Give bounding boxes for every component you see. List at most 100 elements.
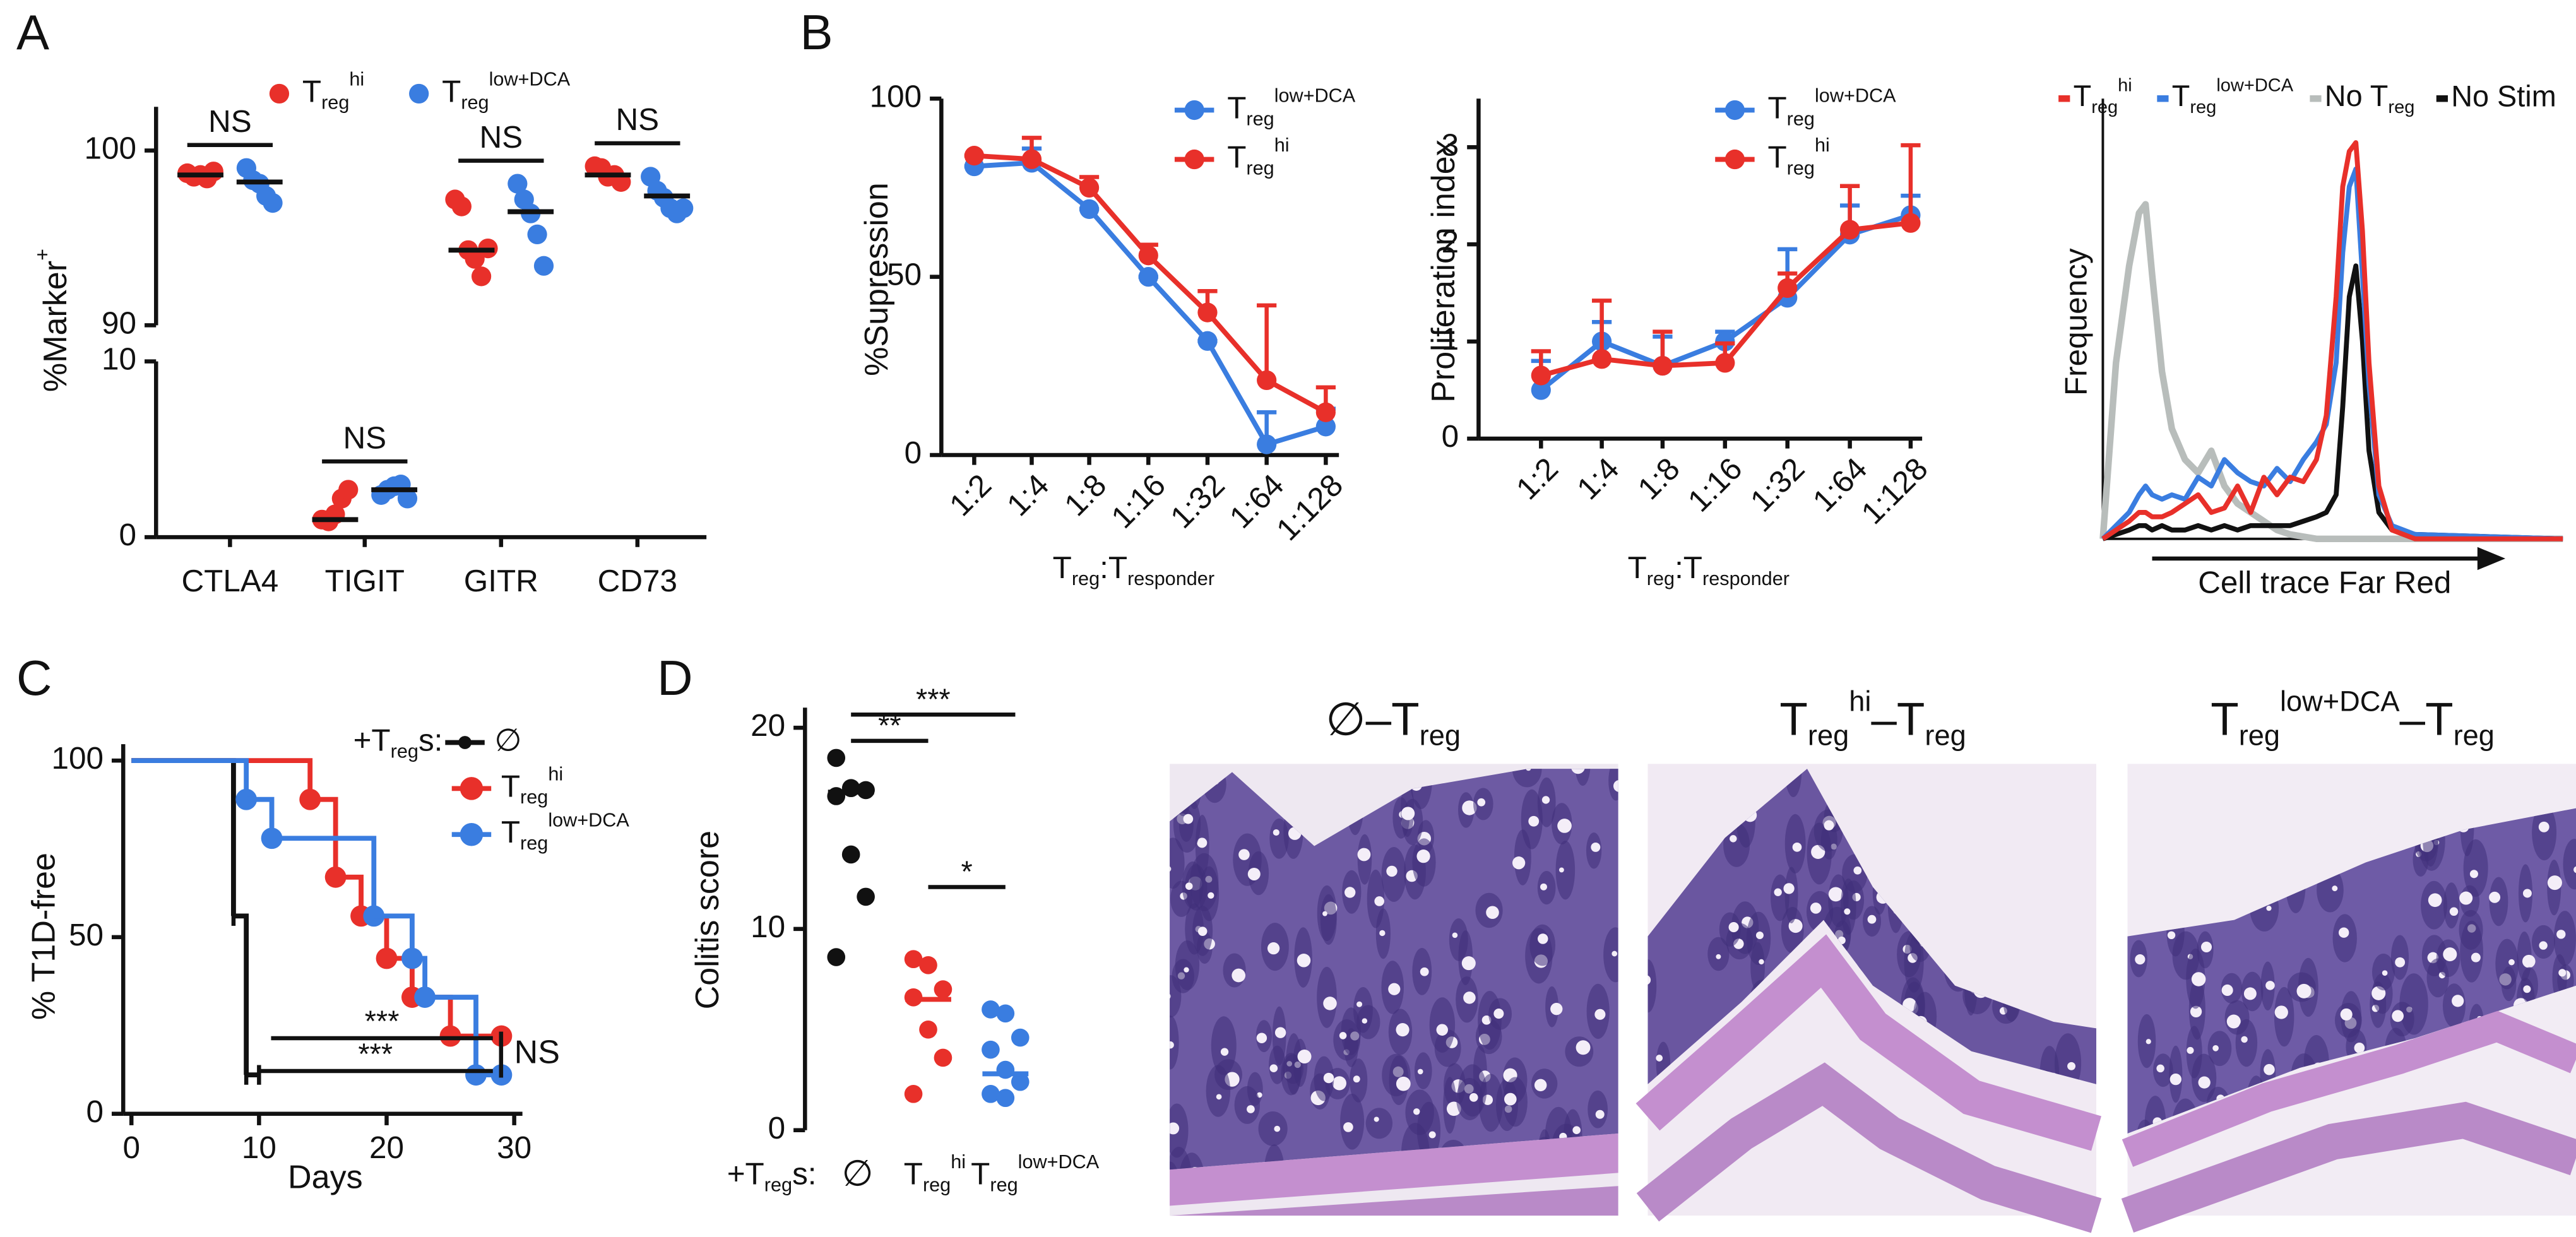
goblet-cell bbox=[1867, 914, 1877, 924]
goblet-cell bbox=[2296, 983, 2312, 998]
goblet-cell bbox=[1374, 1116, 1379, 1122]
goblet-cell bbox=[1477, 798, 1486, 807]
goblet-cell bbox=[1595, 1110, 1605, 1119]
x-tick-label: 1:8 bbox=[1631, 451, 1686, 506]
goblet-cell bbox=[1647, 974, 1651, 985]
y-tick-label: 0 bbox=[768, 1111, 786, 1145]
goblet-cell bbox=[1541, 796, 1550, 804]
goblet-cell bbox=[1810, 903, 1822, 914]
point bbox=[1021, 149, 1042, 169]
y-axis-label: %Marker+ bbox=[31, 249, 74, 392]
annotation: NS bbox=[343, 420, 386, 455]
goblet-cell bbox=[1755, 931, 1764, 939]
x-tick-label: 20 bbox=[369, 1130, 404, 1165]
dot bbox=[919, 956, 937, 974]
goblet-cell bbox=[2190, 1005, 2202, 1018]
step bbox=[425, 995, 478, 1075]
x-axis-label: Days bbox=[288, 1159, 363, 1196]
dot bbox=[982, 1000, 1000, 1019]
text-part: reg bbox=[520, 832, 548, 854]
goblet-cell bbox=[2226, 1014, 2241, 1029]
legend-marker bbox=[460, 823, 484, 846]
goblet-cell bbox=[2522, 889, 2532, 898]
goblet-cell bbox=[2265, 981, 2275, 990]
text-part: reg bbox=[1787, 157, 1815, 179]
goblet-cell bbox=[1486, 906, 1499, 920]
text-part: reg bbox=[923, 1175, 951, 1196]
goblet-cell bbox=[2340, 1008, 2353, 1021]
legend-marker bbox=[269, 83, 290, 104]
goblet-cell bbox=[1656, 1055, 1663, 1062]
annotation: NS bbox=[514, 1034, 560, 1071]
goblet-cell bbox=[2354, 1043, 2365, 1053]
x-tick-label: 30 bbox=[497, 1130, 531, 1165]
text-part: low+DCA bbox=[1018, 1151, 1100, 1173]
goblet-cell bbox=[1357, 848, 1371, 861]
goblet-cell bbox=[1420, 967, 1429, 976]
goblet-cell bbox=[1774, 888, 1782, 896]
goblet-cell bbox=[1853, 866, 1862, 875]
text-part: hi bbox=[349, 69, 364, 90]
goblet-cell bbox=[1594, 1009, 1606, 1020]
text-part: T bbox=[2172, 80, 2190, 113]
x-tick-label: 10 bbox=[242, 1130, 276, 1165]
goblet-cell bbox=[1396, 1023, 1410, 1037]
crypt bbox=[1258, 1111, 1288, 1146]
y-tick-label: 0 bbox=[905, 435, 922, 470]
goblet-cell bbox=[2471, 952, 2481, 962]
text-part: low+DCA bbox=[1274, 85, 1356, 107]
dot bbox=[982, 1085, 1000, 1103]
text-part: :T bbox=[1100, 550, 1127, 585]
goblet-cell bbox=[1792, 843, 1802, 852]
crypt bbox=[1840, 878, 1856, 935]
legend-marker bbox=[1184, 100, 1204, 121]
crypt bbox=[1514, 829, 1531, 885]
text-part: ∅–T bbox=[1326, 694, 1420, 745]
y-tick-label: 10 bbox=[751, 909, 785, 944]
goblet-cell bbox=[1461, 956, 1476, 971]
text-part: T bbox=[1767, 140, 1786, 175]
x-tick-label: 1:4 bbox=[1000, 468, 1055, 523]
x-tick-label: 1:4 bbox=[1570, 451, 1625, 506]
text-part: T bbox=[1628, 550, 1647, 585]
goblet-cell bbox=[1274, 1125, 1281, 1132]
goblet-cell bbox=[1332, 1076, 1346, 1091]
dot bbox=[904, 950, 923, 969]
goblet-cell bbox=[2167, 931, 2176, 940]
x-tick-label: CD73 bbox=[598, 564, 677, 598]
goblet-cell bbox=[2539, 941, 2548, 950]
goblet-cell bbox=[1413, 1108, 1420, 1115]
goblet-cell bbox=[1170, 1041, 1174, 1049]
text-part: low+DCA bbox=[548, 810, 629, 831]
x-tick-label: 1:32 bbox=[1744, 451, 1812, 519]
goblet-cell bbox=[2522, 954, 2536, 968]
y-tick-label: 90 bbox=[102, 305, 136, 340]
text-part: reg bbox=[1647, 568, 1675, 589]
text-part: reg bbox=[990, 1175, 1018, 1196]
text-part: hi bbox=[2118, 75, 2132, 95]
y-axis-label: %Supression bbox=[858, 182, 895, 376]
goblet-cell bbox=[1452, 932, 1458, 938]
step bbox=[335, 874, 364, 916]
goblet-cell bbox=[1322, 911, 1327, 916]
y-axis-label: % T1D-free bbox=[26, 853, 62, 1020]
dot bbox=[338, 480, 359, 500]
text-part: :T bbox=[1675, 550, 1702, 585]
goblet-cell bbox=[2191, 972, 2206, 986]
step bbox=[131, 758, 236, 916]
goblet-cell bbox=[2449, 907, 2459, 916]
crypt bbox=[2235, 1019, 2258, 1067]
goblet-cell bbox=[1512, 856, 1526, 870]
crypt bbox=[1608, 769, 1618, 801]
goblet-cell bbox=[2198, 1076, 2211, 1089]
goblet-cell bbox=[1540, 883, 1547, 891]
goblet-cell bbox=[1379, 930, 1386, 937]
annotation: NS bbox=[208, 104, 252, 139]
crypt bbox=[2332, 914, 2357, 962]
crypt bbox=[1414, 1052, 1432, 1089]
point bbox=[964, 146, 985, 166]
text-part: reg bbox=[2388, 97, 2414, 117]
x-tick-label: TIGIT bbox=[325, 564, 405, 598]
text-part: No T bbox=[2325, 80, 2389, 113]
panel-label: D bbox=[657, 650, 692, 706]
